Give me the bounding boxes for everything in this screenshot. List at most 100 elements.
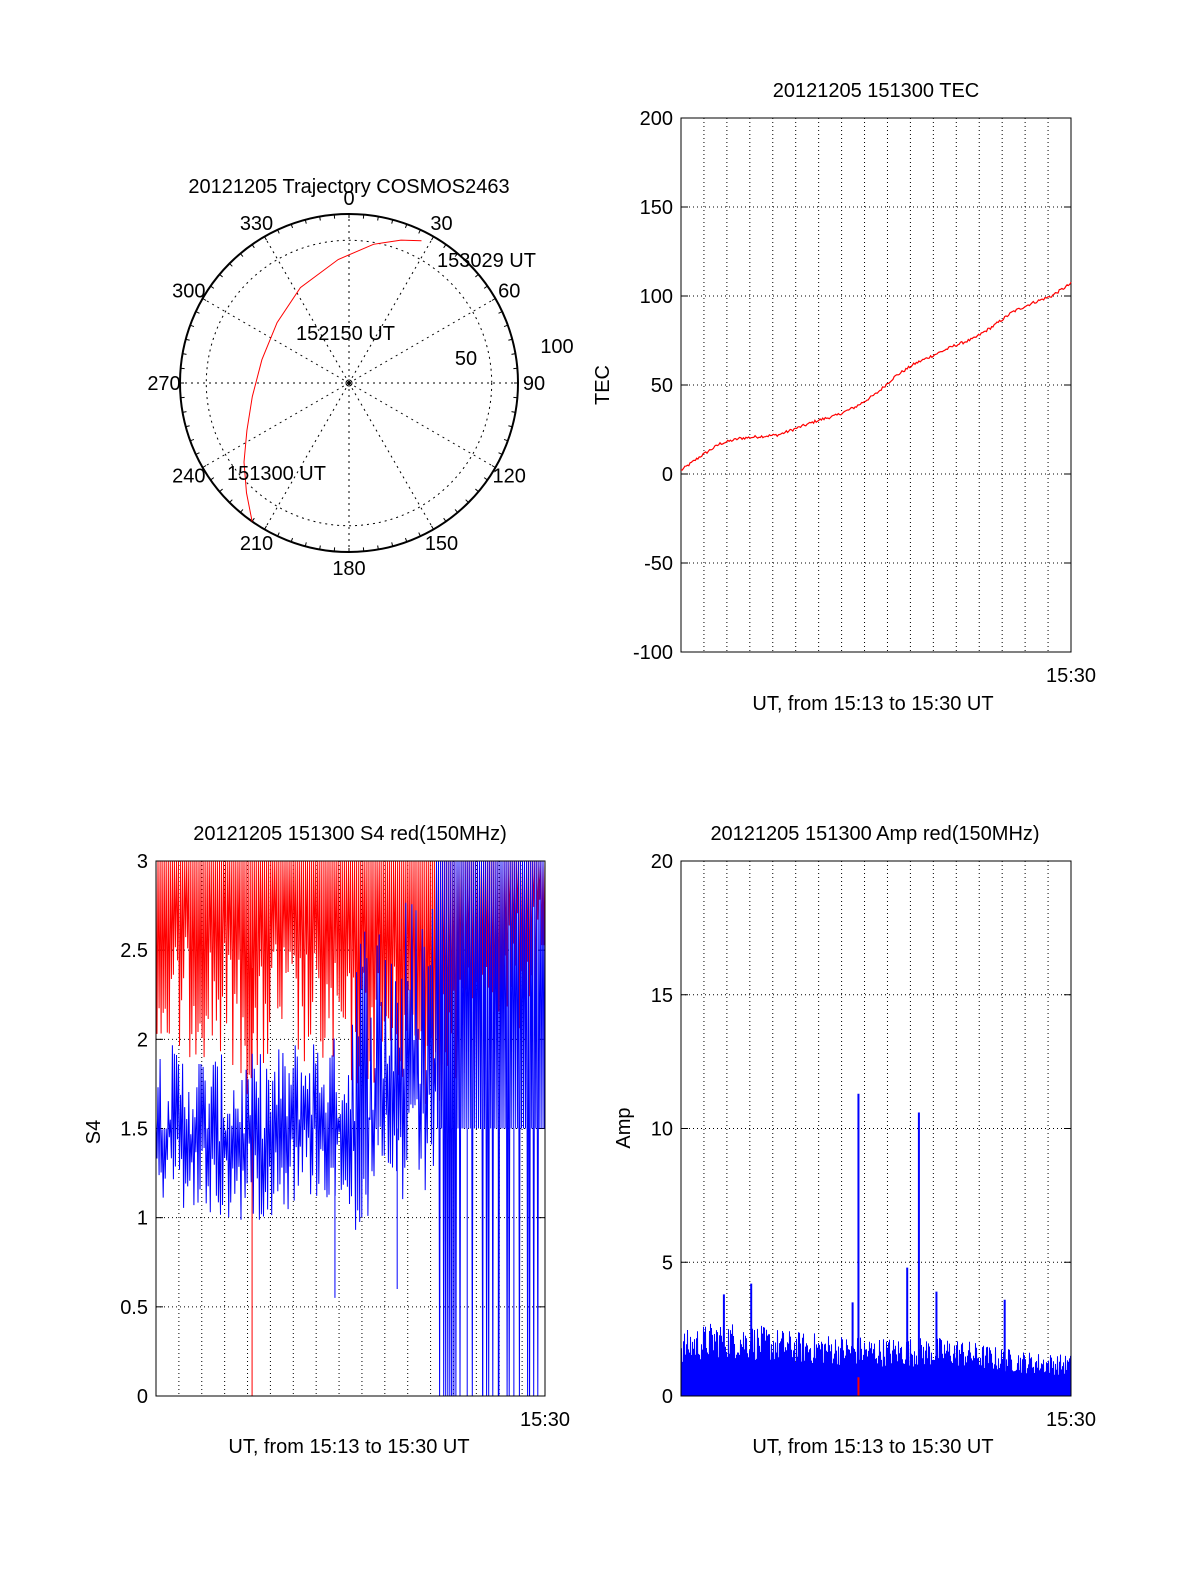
polar-tick-330 — [264, 236, 267, 241]
s4-blue-line — [155, 860, 546, 1397]
tec-series-line — [681, 281, 1072, 471]
polar-tick-105 — [508, 425, 513, 428]
polar-radial-label-100: 100 — [540, 336, 573, 358]
tec-axes-frame — [680, 117, 1072, 653]
polar-spoke-30 — [348, 236, 434, 384]
y-tick-label: 20 — [651, 851, 673, 873]
polar-tick-205 — [277, 532, 280, 537]
y-tick-label: 0 — [662, 1386, 673, 1408]
y-tick-label: 100 — [640, 286, 673, 308]
polar-azimuth-label: 180 — [332, 558, 365, 580]
s4-panel: 20121205 151300 S4 red(150MHz) 0 0.5 1 1.5 2… — [83, 823, 570, 1458]
s4-axes-frame — [155, 860, 546, 1397]
polar-tick-240 — [202, 465, 207, 468]
polar-tick-80 — [511, 353, 516, 355]
amp-axes-frame — [680, 860, 1072, 1397]
polar-azimuth-label: 300 — [172, 281, 205, 303]
tec-x-end-label: 15:30 — [1046, 665, 1096, 687]
polar-tick-315 — [229, 263, 233, 267]
polar-tick-235 — [210, 477, 215, 481]
polar-azimuth-label: 0 — [343, 188, 354, 210]
tec-y-tick-labels: -100 -50 0 50 100 150 200 — [633, 108, 673, 664]
polar-tick-60 — [491, 298, 496, 301]
polar-tick-170 — [377, 545, 379, 550]
polar-azimuth-label: 330 — [240, 213, 273, 235]
amp-blue-line — [680, 1322, 1072, 1397]
y-tick-label: 0.5 — [120, 1297, 148, 1319]
s4-xlabel: UT, from 15:13 to 15:30 UT — [228, 1436, 469, 1458]
polar-azimuth-label: 210 — [240, 533, 273, 555]
amp-x-end-label: 15:30 — [1046, 1409, 1096, 1431]
y-tick-label: 0 — [662, 464, 673, 486]
polar-tick-145 — [443, 517, 447, 522]
s4-x-end-label: 15:30 — [520, 1409, 570, 1431]
polar-tick-230 — [219, 488, 223, 493]
polar-tick-350 — [319, 216, 321, 221]
tec-xlabel: UT, from 15:13 to 15:30 UT — [752, 693, 993, 715]
polar-title: 20121205 Trajectory COSMOS2463 — [188, 176, 509, 198]
polar-tick-225 — [229, 499, 233, 503]
y-tick-label: 1 — [137, 1208, 148, 1230]
polar-azimuth-label: 270 — [147, 373, 180, 395]
polar-tick-75 — [508, 338, 513, 341]
polar-tick-65 — [498, 311, 503, 314]
y-tick-label: 150 — [640, 197, 673, 219]
polar-tick-55 — [483, 285, 488, 289]
polar-tick-35 — [443, 244, 447, 249]
s4-title: 20121205 151300 S4 red(150MHz) — [193, 823, 507, 845]
polar-tick-20 — [404, 224, 408, 229]
polar-tick-160 — [404, 537, 408, 542]
tec-panel: 20121205 151300 TEC -100-50050100150200 … — [592, 80, 1096, 715]
polar-spoke-120 — [348, 382, 496, 468]
polar-tick-45 — [465, 263, 469, 267]
polar-tick-110 — [503, 438, 508, 442]
amp-title: 20121205 151300 Amp red(150MHz) — [710, 823, 1039, 845]
polar-tick-320 — [239, 253, 244, 257]
track-mid-label: 152150 UT — [296, 323, 395, 345]
polar-tick-285 — [185, 338, 190, 341]
amp-grid — [681, 860, 1071, 1397]
y-tick-label: 0 — [137, 1386, 148, 1408]
y-tick-label: 2.5 — [120, 940, 148, 962]
polar-tick-280 — [182, 353, 187, 355]
polar-tick-120 — [491, 465, 496, 468]
polar-azimuth-label: 150 — [425, 533, 458, 555]
s4-blue-series — [155, 860, 546, 1397]
polar-tick-135 — [465, 499, 469, 503]
polar-spoke-210 — [264, 382, 350, 530]
polar-azimuth-label: 30 — [430, 213, 452, 235]
polar-tick-200 — [290, 537, 294, 542]
amp-ylabel: Amp — [613, 1107, 635, 1148]
track-end-label: 153029 UT — [437, 250, 536, 272]
polar-tick-155 — [418, 532, 421, 537]
polar-tick-345 — [304, 219, 307, 224]
polar-azimuth-label: 90 — [523, 373, 545, 395]
polar-tick-70 — [503, 324, 508, 328]
polar-tick-325 — [251, 244, 255, 249]
y-tick-label: 50 — [651, 375, 673, 397]
polar-tick-295 — [195, 311, 200, 314]
polar-tick-125 — [483, 477, 488, 481]
amp-blue-series — [680, 1093, 1072, 1397]
y-tick-label: -100 — [633, 642, 673, 664]
y-tick-label: -50 — [644, 553, 673, 575]
polar-tick-140 — [454, 509, 459, 513]
tec-grid — [681, 117, 1071, 653]
polar-tick-210 — [264, 525, 267, 530]
y-tick-label: 15 — [651, 985, 673, 1007]
polar-radial-label-50: 50 — [455, 348, 477, 370]
polar-azimuth-label: 120 — [493, 466, 526, 488]
polar-tick-10 — [377, 216, 379, 221]
s4-red-line — [155, 860, 546, 1104]
amp-xlabel: UT, from 15:13 to 15:30 UT — [752, 1436, 993, 1458]
polar-tick-190 — [319, 545, 321, 550]
y-tick-label: 3 — [137, 851, 148, 873]
polar-tick-50 — [475, 273, 479, 278]
polar-tick-15 — [391, 219, 394, 224]
y-tick-label: 1.5 — [120, 1119, 148, 1141]
polar-tick-245 — [195, 452, 200, 455]
y-tick-label: 200 — [640, 108, 673, 130]
polar-tick-25 — [418, 229, 421, 234]
track-start-label: 151300 UT — [227, 463, 326, 485]
